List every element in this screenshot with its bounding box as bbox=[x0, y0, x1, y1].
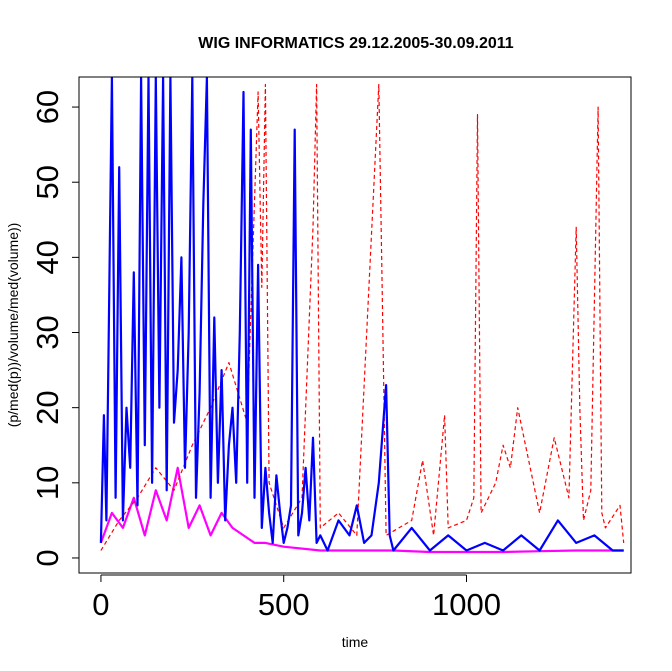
series-layer bbox=[99, 77, 625, 554]
y-tick-label: 50 bbox=[30, 165, 65, 199]
x-tick-label: 1000 bbox=[432, 587, 501, 622]
y-tick-label: 20 bbox=[30, 390, 65, 424]
x-axis-label: time bbox=[342, 634, 369, 650]
series-line-1 bbox=[100, 83, 625, 551]
y-tick-label: 40 bbox=[30, 240, 65, 274]
y-tick-label: 30 bbox=[30, 315, 65, 349]
x-tick-label: 500 bbox=[258, 587, 310, 622]
y-axis: 0 10 20 30 40 50 60 bbox=[30, 90, 80, 567]
x-axis: 0 500 1000 bbox=[92, 574, 501, 622]
chart-title: WIG INFORMATICS 29.12.2005-30.09.2011 bbox=[198, 35, 514, 52]
y-tick-label: 10 bbox=[30, 466, 65, 500]
series-line-0 bbox=[99, 466, 624, 554]
series-line-2 bbox=[99, 77, 624, 552]
y-axis-label: (p/med(p))/volume/med(volume)) bbox=[5, 223, 21, 428]
y-tick-label: 60 bbox=[30, 90, 65, 124]
y-tick-label: 0 bbox=[30, 549, 65, 566]
x-tick-label: 0 bbox=[92, 587, 109, 622]
